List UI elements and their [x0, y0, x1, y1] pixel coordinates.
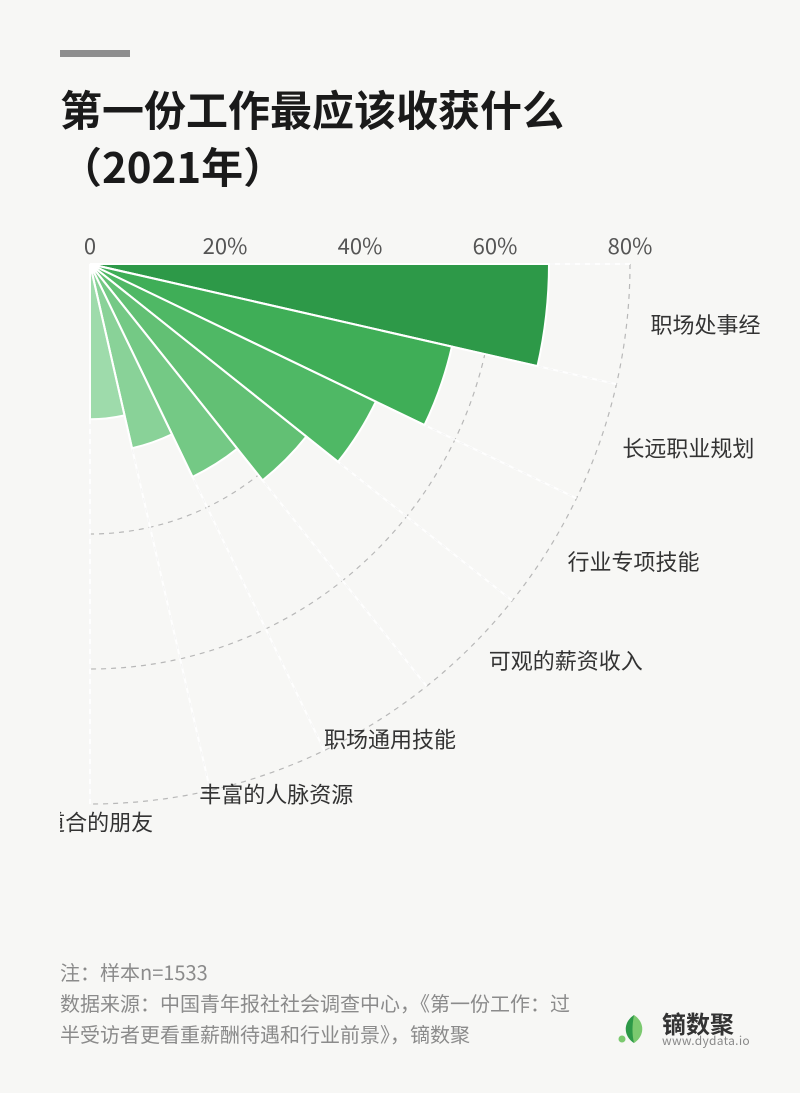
axis-tick-label: 60%	[473, 234, 518, 261]
axis-tick-label: 0	[84, 234, 96, 261]
axis-tick-label: 80%	[608, 234, 653, 261]
data-source: 数据来源：中国青年报社社会调查中心，《第一份工作：过半受访者更看重薪酬待遇和行业…	[60, 988, 570, 1048]
radial-fan-chart: 0 20% 40% 60% 80% 职场处事经验长远职业规划行业专项技能可观的薪资收入职场…	[60, 234, 760, 854]
series-label: 行业专项技能	[568, 545, 700, 577]
brand-url: www.dydata.io	[662, 1035, 750, 1048]
sample-note: 注：样本n=1533	[60, 957, 208, 986]
axis-tick-label: 40%	[338, 234, 383, 261]
series-label: 职场通用技能	[324, 723, 456, 755]
brand-leaf-icon	[614, 1009, 654, 1049]
axis-tick-label: 20%	[203, 234, 248, 261]
brand-text: 镝数聚 www.dydata.io	[662, 1010, 750, 1048]
series-label: 志同道合的朋友	[60, 806, 153, 838]
title-accent-bar	[60, 50, 130, 57]
series-label: 长远职业规划	[622, 432, 754, 464]
footer-block: 注：样本n=1533 数据来源：中国青年报社社会调查中心，《第一份工作：过半受访…	[60, 956, 750, 1049]
series-label: 可观的薪资收入	[489, 644, 643, 676]
series-label: 丰富的人脉资源	[199, 778, 353, 810]
brand-logo: 镝数聚 www.dydata.io	[614, 1009, 750, 1049]
series-label: 职场处事经验	[650, 309, 760, 341]
title-line-1: 第一份工作最应该收获什么	[60, 78, 564, 139]
footer-text: 注：样本n=1533 数据来源：中国青年报社社会调查中心，《第一份工作：过半受访…	[60, 956, 580, 1049]
title-line-2: （2021年）	[60, 135, 285, 196]
chart-title: 第一份工作最应该收获什么 （2021年）	[60, 81, 750, 194]
